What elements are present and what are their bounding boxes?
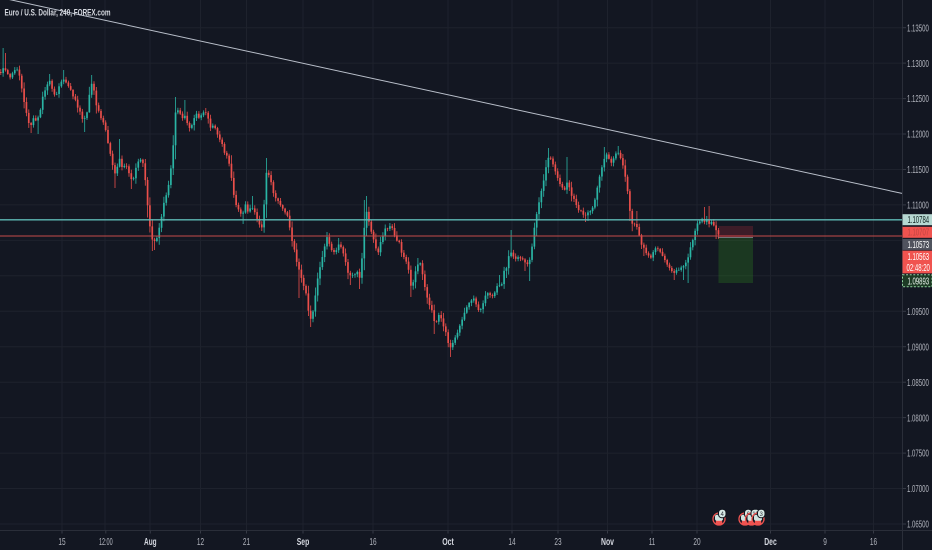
svg-text:1.08500: 1.08500 bbox=[907, 378, 929, 389]
svg-text:14: 14 bbox=[508, 537, 515, 548]
svg-text:1.09893: 1.09893 bbox=[908, 276, 930, 287]
svg-text:1.09000: 1.09000 bbox=[907, 342, 929, 353]
svg-text:1.10784: 1.10784 bbox=[908, 215, 930, 226]
svg-text:1.12500: 1.12500 bbox=[907, 94, 929, 105]
svg-text:1.13000: 1.13000 bbox=[907, 59, 929, 70]
svg-text:1.07500: 1.07500 bbox=[907, 449, 929, 460]
svg-text:Dec: Dec bbox=[764, 537, 777, 548]
svg-text:20: 20 bbox=[693, 537, 700, 548]
svg-text:1.11000: 1.11000 bbox=[907, 201, 929, 212]
svg-text:15: 15 bbox=[58, 537, 65, 548]
svg-text:1.12000: 1.12000 bbox=[907, 130, 929, 141]
svg-text:Euro / U.S. Dollar, 240, FOREX: Euro / U.S. Dollar, 240, FOREX.com bbox=[5, 8, 111, 18]
svg-text:Oct: Oct bbox=[442, 537, 454, 548]
svg-text:3: 3 bbox=[760, 511, 764, 518]
svg-text:16: 16 bbox=[870, 537, 877, 548]
svg-text:1.07000: 1.07000 bbox=[907, 484, 929, 495]
svg-text:1.10573: 1.10573 bbox=[908, 240, 930, 251]
svg-text:23: 23 bbox=[554, 537, 561, 548]
svg-text:21: 21 bbox=[243, 537, 250, 548]
svg-text:1.10707: 1.10707 bbox=[908, 228, 930, 239]
svg-text:Aug: Aug bbox=[144, 537, 157, 548]
svg-text:16: 16 bbox=[369, 537, 376, 548]
svg-text:4: 4 bbox=[721, 511, 725, 518]
svg-text:12:00: 12:00 bbox=[99, 537, 113, 548]
svg-text:1.06500: 1.06500 bbox=[907, 520, 929, 531]
svg-text:02:48:20: 02:48:20 bbox=[907, 263, 931, 274]
svg-text:Sep: Sep bbox=[297, 537, 310, 548]
svg-text:1.11500: 1.11500 bbox=[907, 165, 929, 176]
svg-text:1.09500: 1.09500 bbox=[907, 307, 929, 318]
svg-text:12: 12 bbox=[197, 537, 204, 548]
svg-text:11: 11 bbox=[649, 537, 655, 548]
svg-text:9: 9 bbox=[823, 537, 827, 548]
svg-text:1.08000: 1.08000 bbox=[907, 413, 929, 424]
svg-text:1.10563: 1.10563 bbox=[908, 252, 930, 263]
svg-text:Nov: Nov bbox=[601, 537, 614, 548]
svg-text:1.13500: 1.13500 bbox=[907, 23, 929, 34]
